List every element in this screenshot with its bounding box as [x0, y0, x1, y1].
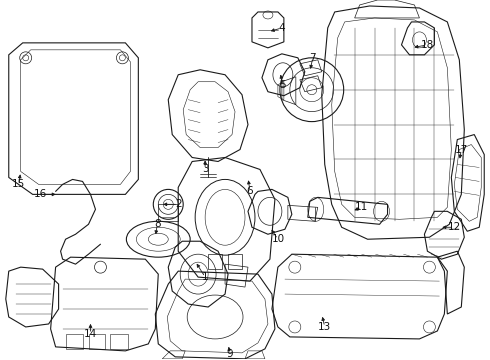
Text: 9: 9	[227, 349, 233, 359]
Text: 4: 4	[279, 23, 285, 33]
Text: 3: 3	[202, 165, 208, 175]
Text: 13: 13	[318, 322, 331, 332]
Text: 5: 5	[280, 80, 286, 90]
Text: 1: 1	[202, 272, 208, 282]
Text: 6: 6	[246, 186, 253, 197]
Text: 14: 14	[84, 329, 97, 339]
Text: 17: 17	[455, 144, 468, 154]
Text: 11: 11	[355, 202, 368, 212]
Text: 18: 18	[421, 40, 434, 50]
Text: 15: 15	[12, 179, 25, 189]
Text: 7: 7	[310, 53, 316, 63]
Text: 16: 16	[34, 189, 47, 199]
Text: 12: 12	[448, 222, 461, 232]
Text: 2: 2	[175, 199, 181, 210]
Text: 10: 10	[271, 234, 285, 244]
Text: 8: 8	[154, 219, 161, 229]
